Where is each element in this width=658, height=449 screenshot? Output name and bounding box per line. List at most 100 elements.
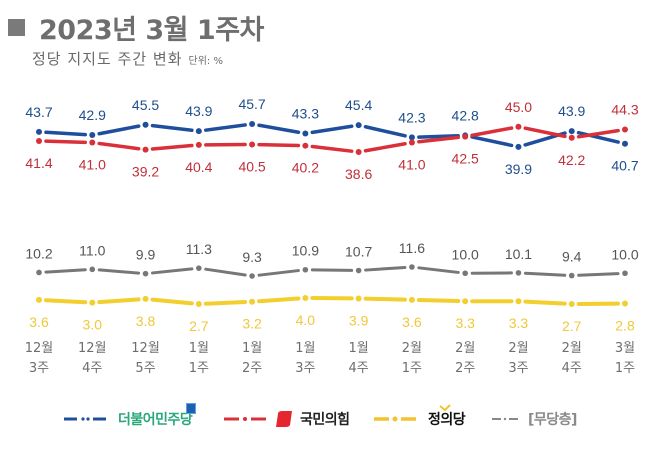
- x-tick-month: 1월: [189, 341, 209, 356]
- data-point-justice: [462, 298, 469, 305]
- series-points: [36, 121, 628, 307]
- x-tick-month: 2월: [455, 341, 475, 356]
- line-segment-ppp: [257, 142, 301, 148]
- legend-label-democratic: 더불어민주당: [118, 412, 193, 428]
- data-point-justice: [622, 300, 628, 307]
- x-tick-week: 4주: [82, 361, 102, 376]
- data-label-independent: 11.6: [399, 240, 425, 256]
- data-label-democratic: 43.7: [25, 104, 52, 120]
- x-tick-week: 2주: [455, 361, 475, 376]
- line-segment-justice: [363, 296, 407, 302]
- data-label-democratic: 42.8: [452, 107, 479, 123]
- legend-line-independent-icon: [492, 417, 518, 421]
- legend-item-justice: 정의당: [372, 404, 466, 432]
- line-segment-independent: [523, 271, 567, 277]
- data-point-independent: [196, 265, 202, 271]
- series-lines: [43, 123, 621, 306]
- legend-label-independent: [무당층]: [528, 412, 577, 428]
- x-tick-week: 1주: [189, 361, 209, 376]
- data-label-ppp: 42.2: [558, 152, 585, 168]
- line-segment-ppp: [44, 139, 88, 145]
- x-tick-week: 3주: [29, 361, 49, 376]
- line-segment-ppp: [310, 144, 354, 153]
- data-label-independent: 10.0: [611, 246, 638, 262]
- data-point-justice: [302, 295, 309, 301]
- line-segment-justice: [97, 297, 141, 305]
- line-segment-ppp: [97, 141, 141, 151]
- data-point-democratic: [249, 121, 256, 127]
- data-point-ppp: [355, 149, 362, 155]
- data-label-ppp: 38.6: [345, 166, 372, 182]
- unit-label: 단위: %: [188, 56, 223, 67]
- data-labels: 10.2 11.0 9.9 11.3 9.3 10.9 10.7 11.6 10.0 10.1 9.…: [25, 96, 638, 334]
- data-label-justice: 3.3: [455, 315, 475, 331]
- data-label-democratic: 42.9: [79, 107, 106, 123]
- data-point-independent: [568, 272, 575, 279]
- data-point-justice: [36, 296, 42, 303]
- legend-label-justice: 정의당: [428, 412, 466, 428]
- legend-line-justice-icon: [374, 416, 416, 422]
- line-segment-democratic: [97, 124, 141, 136]
- data-point-justice: [568, 301, 575, 307]
- line-segment-democratic: [257, 123, 301, 134]
- x-tick-month: 12월: [78, 341, 107, 356]
- data-label-justice: 2.7: [562, 318, 582, 334]
- data-point-ppp: [36, 137, 42, 144]
- data-label-independent: 11.0: [79, 242, 105, 258]
- line-segment-justice: [43, 298, 88, 305]
- data-label-democratic: 43.3: [292, 105, 319, 121]
- people-power-party-logo-icon: [276, 411, 292, 427]
- line-segment-independent: [417, 266, 460, 274]
- title-row: 2023년 3월 1주차: [8, 8, 264, 47]
- data-point-independent: [355, 267, 362, 274]
- line-segment-democratic: [470, 135, 514, 148]
- data-label-ppp: 41.4: [25, 155, 52, 171]
- x-axis-labels: 12월 3주 12월 4주 12월 5주 1월 1주 1월 2주 1월 3주 1월 4주 2월 1주 2월 2주 2…: [25, 341, 635, 376]
- data-point-democratic: [302, 130, 309, 137]
- data-point-independent: [142, 270, 149, 277]
- data-point-justice: [142, 295, 149, 302]
- data-point-independent: [515, 270, 522, 276]
- x-tick-week: 2주: [242, 361, 262, 376]
- title-square-icon: [8, 19, 25, 36]
- line-segment-independent: [151, 267, 194, 275]
- data-label-justice: 4.0: [296, 312, 316, 328]
- data-label-democratic: 40.7: [611, 158, 638, 174]
- x-tick-month: 1월: [295, 341, 315, 356]
- data-point-independent: [462, 270, 468, 277]
- line-segment-democratic: [310, 124, 354, 135]
- data-label-justice: 2.7: [189, 318, 209, 334]
- data-point-justice: [89, 299, 96, 306]
- line-segment-democratic: [363, 124, 407, 138]
- data-point-democratic: [355, 122, 362, 129]
- legend-item-democratic: 더불어민주당: [62, 402, 202, 432]
- data-label-democratic: 42.3: [398, 109, 425, 125]
- data-label-justice: 3.9: [349, 312, 369, 328]
- data-point-ppp: [142, 146, 149, 153]
- data-point-democratic: [408, 134, 415, 141]
- data-point-justice: [249, 298, 256, 305]
- data-point-independent: [249, 273, 255, 279]
- line-segment-democratic: [150, 123, 194, 133]
- chart-subtitle: 정당 지지도 주간 변화: [32, 50, 183, 68]
- line-segment-ppp: [150, 143, 194, 151]
- line-segment-independent: [97, 268, 141, 275]
- x-tick-week: 5주: [135, 361, 155, 376]
- x-tick-month: 1월: [349, 341, 369, 356]
- data-label-justice: 3.3: [509, 315, 529, 331]
- data-point-justice: [515, 298, 522, 305]
- data-point-ppp: [195, 141, 202, 148]
- x-tick-month: 2월: [508, 341, 528, 356]
- data-label-independent: 11.3: [186, 241, 212, 257]
- x-tick-month: 1월: [242, 341, 262, 356]
- data-point-democratic: [195, 128, 202, 135]
- x-tick-month: 12월: [25, 341, 54, 356]
- data-point-independent: [36, 269, 42, 276]
- data-point-ppp: [622, 126, 628, 133]
- chart-title: 2023년 3월 1주차: [39, 15, 264, 46]
- justice-party-check-icon: [439, 404, 451, 412]
- data-point-independent: [409, 264, 415, 270]
- data-label-democratic: 45.5: [132, 97, 159, 113]
- data-label-justice: 3.6: [402, 314, 422, 330]
- data-label-independent: 10.9: [292, 243, 319, 259]
